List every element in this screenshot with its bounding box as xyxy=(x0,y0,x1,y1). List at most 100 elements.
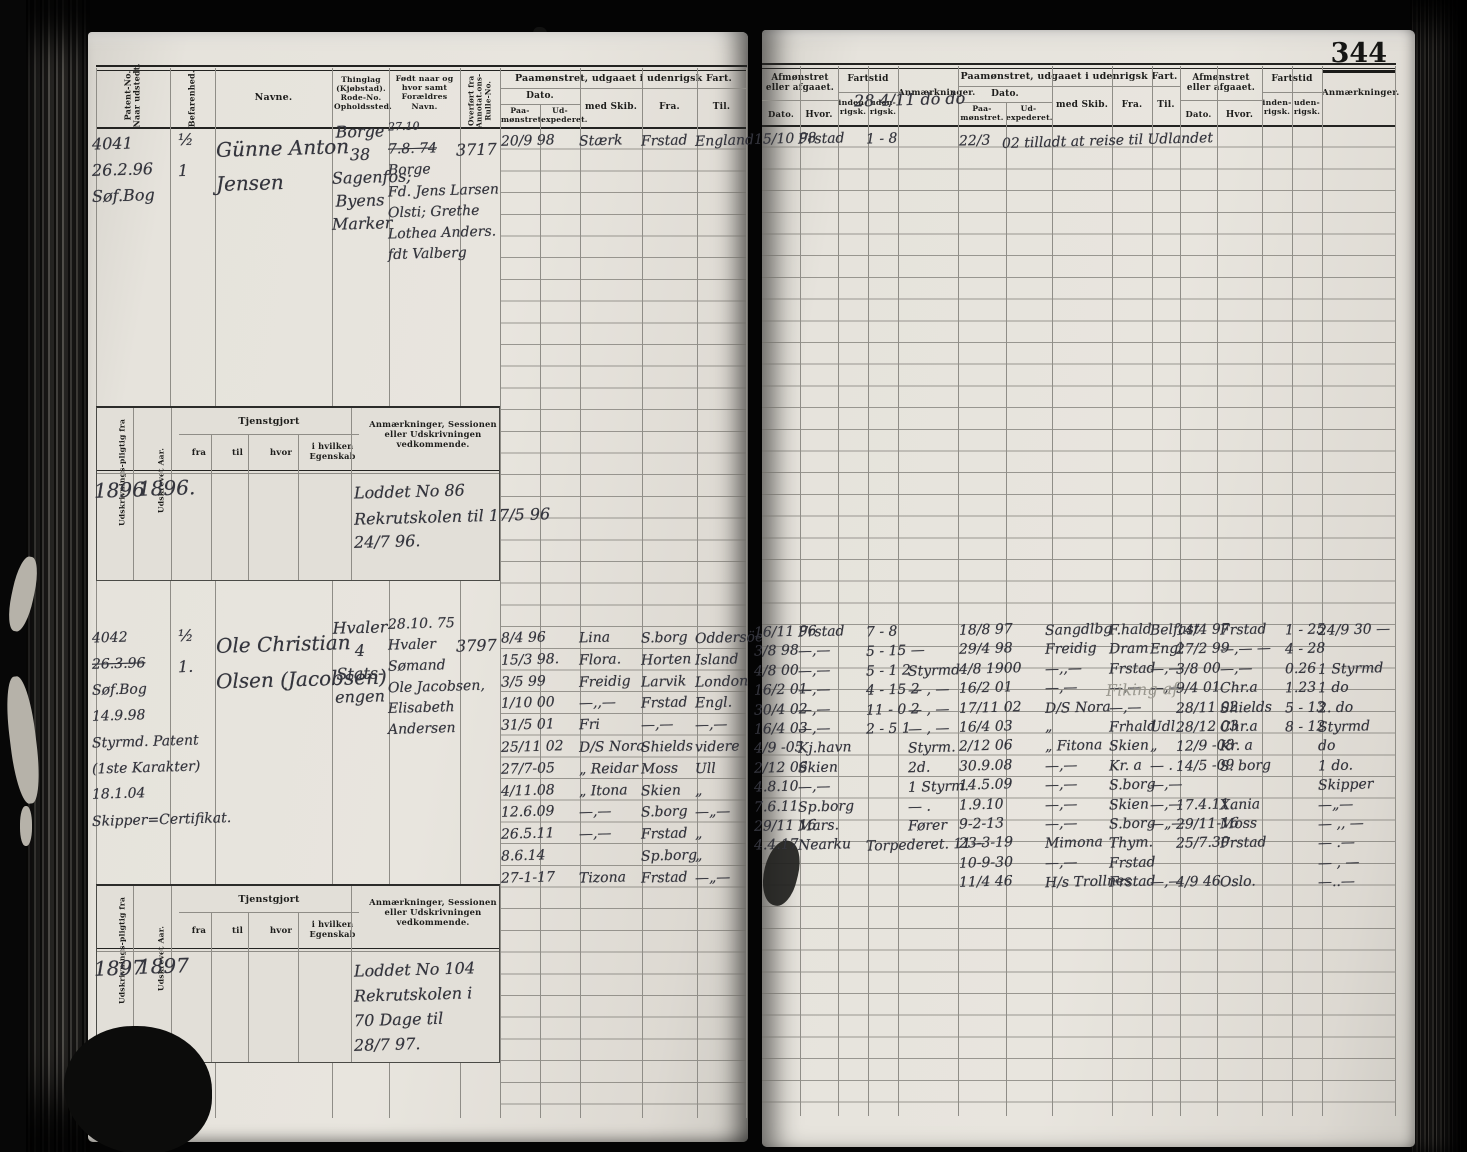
grid-line xyxy=(1180,66,1181,1116)
handwriting-entry: 4.8.10 xyxy=(753,778,799,796)
handwriting-entry: —,— xyxy=(578,803,612,821)
column-header-anmaerkninger: Anmærkninger. xyxy=(1322,88,1400,98)
handwriting-entry: —„— xyxy=(1317,796,1354,814)
handwriting-entry: 28 4/11 do do xyxy=(853,88,966,111)
handwriting-entry: —,— xyxy=(797,701,831,719)
handwriting-entry: —,,— xyxy=(1044,660,1083,678)
column-header-fra: Fra. xyxy=(659,102,680,112)
handwriting-entry: „ Reidar xyxy=(578,759,639,778)
handwriting-entry: Kj.havn xyxy=(797,739,852,758)
handwriting-entry: Flora. xyxy=(578,651,622,669)
handwriting-entry: Frstad xyxy=(1108,660,1156,678)
handwriting-entry: — . xyxy=(907,798,932,815)
service-header-tjenstgjort: Tjenstgjort xyxy=(238,894,300,905)
grid-line xyxy=(898,66,899,1116)
grid-line xyxy=(1292,66,1293,1116)
handwriting-entry: „ xyxy=(694,847,703,865)
handwriting-entry: —,— xyxy=(694,716,728,734)
handwriting-entry: 4 - 28 xyxy=(1284,640,1326,658)
handwriting-entry: —,— xyxy=(640,716,674,734)
handwriting-entry: 28.10. 75 xyxy=(387,615,456,633)
column-header-med-skib: med Skib. xyxy=(584,102,638,112)
grid-line xyxy=(170,68,171,1118)
handwriting-entry: London xyxy=(694,672,749,691)
handwriting-entry: Engl. xyxy=(694,694,733,712)
grid-line xyxy=(958,86,1180,87)
handwriting-entry: „ Fitona xyxy=(1044,737,1103,756)
handwriting-entry: Marker xyxy=(331,213,393,234)
handwriting-entry: „ xyxy=(1149,738,1158,755)
handwriting-entry: (1ste Karakter) xyxy=(91,758,201,778)
grid-line xyxy=(746,68,747,1118)
right-page-gridlines xyxy=(762,30,1415,1147)
handwriting-entry: Hvaler xyxy=(387,636,437,654)
handwriting-entry: Sangdlbg xyxy=(1044,621,1113,639)
handwriting-entry: Frstad xyxy=(640,825,688,843)
handwriting-entry: 3/8 98 xyxy=(753,642,800,661)
grid-line xyxy=(697,68,698,1118)
group-header-paamonstret: Paamønstret, udgaaet i udenrigsk Fart. xyxy=(514,73,733,84)
handwriting-entry: 4/8 00 xyxy=(753,662,800,680)
handwriting-entry: 17/11 02 xyxy=(958,698,1022,717)
handwriting-entry: 4/9 46 xyxy=(1175,873,1222,891)
handwriting-entry: Horten xyxy=(640,651,692,669)
ledger-left-page: Patent-No. Naar udstedt. Befarenhed. Nav… xyxy=(88,32,773,1142)
handwriting-entry: Kr. a xyxy=(1108,757,1143,775)
handwriting-entry: 26.3.96 xyxy=(91,655,146,673)
handwriting-entry: Oslo. xyxy=(1219,873,1256,891)
handwriting-entry: Styrmd. Patent xyxy=(91,732,199,752)
handwriting-entry: Larvik xyxy=(640,672,687,691)
handwriting-entry: Skipper xyxy=(1317,776,1374,794)
handwriting-entry: Lothea Anders. xyxy=(387,223,497,243)
handwriting-entry: Moss xyxy=(640,760,679,778)
right-page-header: Afmønstret eller afgaaet. Dato. Hvor. Fa… xyxy=(762,30,1400,127)
handwriting-entry: 5 - 15 — xyxy=(865,642,926,661)
handwriting-entry: 18/8 97 xyxy=(958,621,1013,639)
handwriting-entry: Skien xyxy=(1108,737,1150,755)
handwriting-entry: „ xyxy=(694,782,703,799)
handwriting-entry: 25/11 02 xyxy=(500,738,564,756)
handwriting-entry: —,,— xyxy=(578,694,617,712)
handwriting-entry: Frstad xyxy=(797,130,845,148)
handwriting-entry: Freidig xyxy=(1044,640,1097,659)
handwriting-entry: —,— xyxy=(1044,854,1078,872)
service-header-tjenstgjort: Tjenstgjort xyxy=(238,416,300,427)
column-header-til: Til. xyxy=(1157,100,1175,110)
handwriting-entry: Fører xyxy=(907,817,948,835)
column-header-navne: Navne. xyxy=(254,92,293,103)
handwriting-entry: D/S Nora xyxy=(1044,698,1111,717)
handwriting-entry: Loddet No 104 xyxy=(353,958,476,981)
grid-line xyxy=(642,68,643,1118)
handwriting-entry: — , — xyxy=(1317,854,1360,872)
handwriting-entry: fdt Valberg xyxy=(387,244,467,264)
handwriting-entry: 15/3 98. xyxy=(500,650,560,669)
handwriting-entry: do xyxy=(1317,738,1336,755)
handwriting-entry: 8/4 96 xyxy=(500,629,547,647)
handwriting-entry: 31/5 01 xyxy=(500,716,555,734)
handwriting-entry: Frstad xyxy=(640,869,688,887)
handwriting-entry: 7.8. 74 xyxy=(387,140,438,158)
handwriting-entry: 10-9-30 xyxy=(958,854,1014,872)
handwriting-entry: „ xyxy=(1044,718,1053,736)
column-header-fodt: Født naar og hvor samt Forældres Navn. xyxy=(395,74,454,111)
handwriting-entry: 2d. xyxy=(907,759,931,777)
handwriting-entry: 16/4 03 xyxy=(958,718,1013,736)
handwriting-entry: Frstad xyxy=(797,623,845,641)
grid-line xyxy=(460,68,461,1118)
handwriting-entry: 27/7-05 xyxy=(500,760,556,778)
column-header-hvor: Hvor. xyxy=(805,110,833,120)
column-header-dato: Dato. xyxy=(1185,109,1212,119)
grid-line xyxy=(762,63,1396,65)
grid-line xyxy=(1395,66,1396,1116)
handwriting-entry: Hvaler xyxy=(332,617,388,638)
handwriting-entry: Rekrutskolen i xyxy=(353,983,473,1006)
handwriting-entry: —,— xyxy=(797,662,831,680)
handwriting-entry: Chr.a xyxy=(1219,718,1258,736)
handwriting-entry: 30.9.08 xyxy=(958,757,1013,775)
handwriting-entry: — ,, — xyxy=(1317,815,1365,833)
handwriting-entry: 7.6.11 xyxy=(753,797,799,816)
torn-paper xyxy=(20,806,32,846)
handwriting-entry: videre xyxy=(694,738,740,756)
handwriting-entry: 3717 xyxy=(455,139,497,160)
